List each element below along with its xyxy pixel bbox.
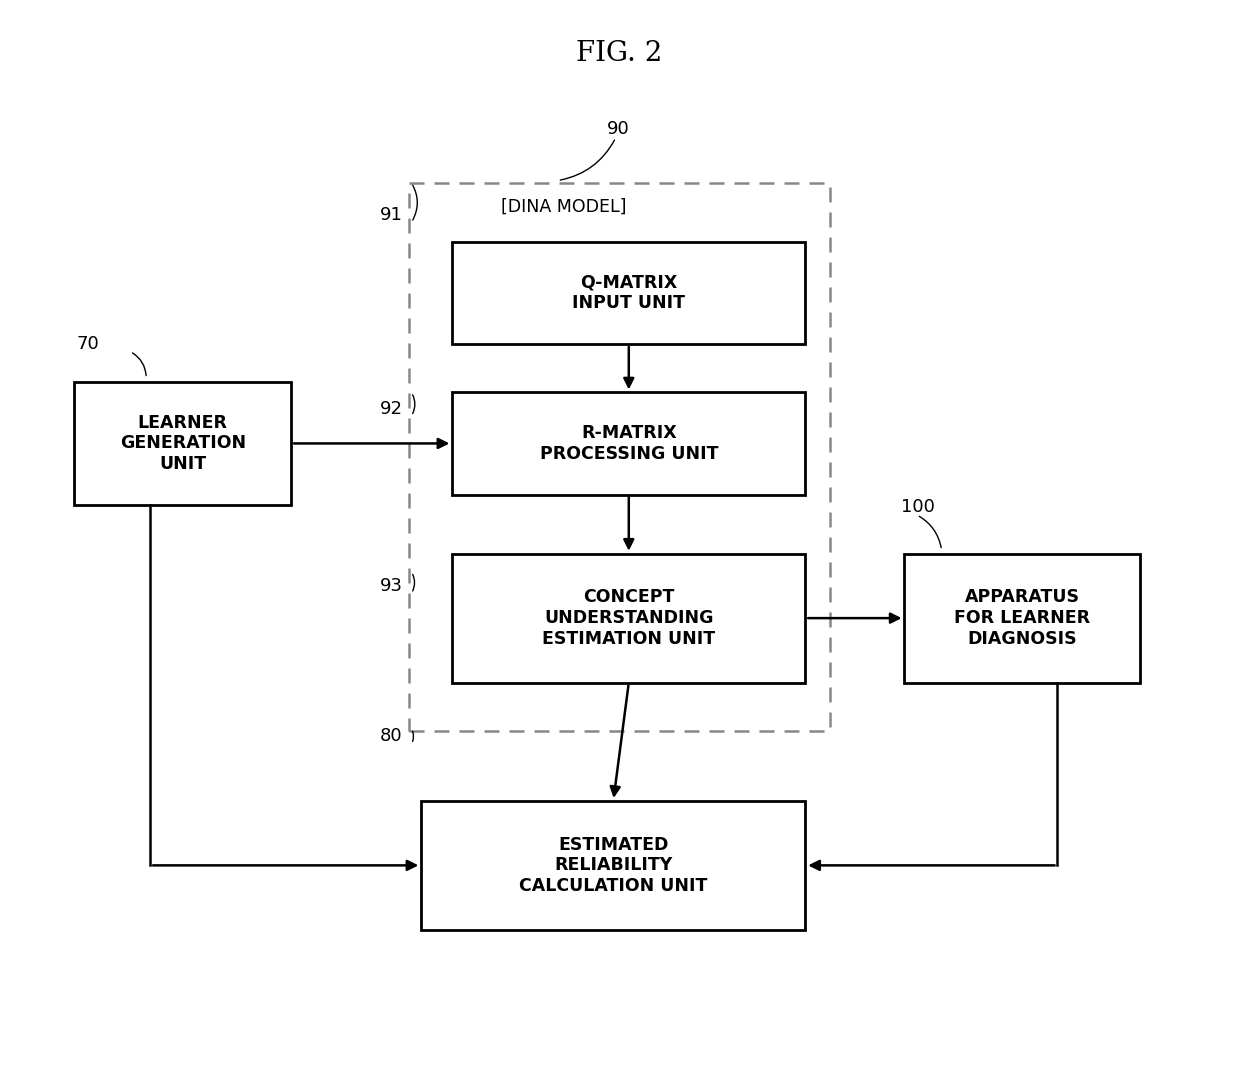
Text: CONCEPT
UNDERSTANDING
ESTIMATION UNIT: CONCEPT UNDERSTANDING ESTIMATION UNIT [543,588,715,648]
Text: FIG. 2: FIG. 2 [576,40,663,68]
Text: 90: 90 [607,120,629,138]
Text: Q-MATRIX
INPUT UNIT: Q-MATRIX INPUT UNIT [572,273,685,313]
Text: 92: 92 [379,400,403,417]
Bar [452,392,805,494]
Text: 91: 91 [380,206,403,224]
Text: 80: 80 [380,728,403,745]
Bar [904,554,1140,683]
Text: ESTIMATED
RELIABILITY
CALCULATION UNIT: ESTIMATED RELIABILITY CALCULATION UNIT [519,835,707,895]
Text: 70: 70 [77,335,99,353]
Text: 93: 93 [379,577,403,594]
Bar [452,242,805,344]
Bar [74,382,291,505]
Text: APPARATUS
FOR LEARNER
DIAGNOSIS: APPARATUS FOR LEARNER DIAGNOSIS [954,588,1090,648]
Text: [DINA MODEL]: [DINA MODEL] [501,198,627,215]
Bar [409,183,830,731]
Text: LEARNER
GENERATION
UNIT: LEARNER GENERATION UNIT [120,414,245,473]
Bar [421,801,805,930]
Bar [452,554,805,683]
Text: 100: 100 [901,499,934,516]
Text: R-MATRIX
PROCESSING UNIT: R-MATRIX PROCESSING UNIT [539,424,719,463]
